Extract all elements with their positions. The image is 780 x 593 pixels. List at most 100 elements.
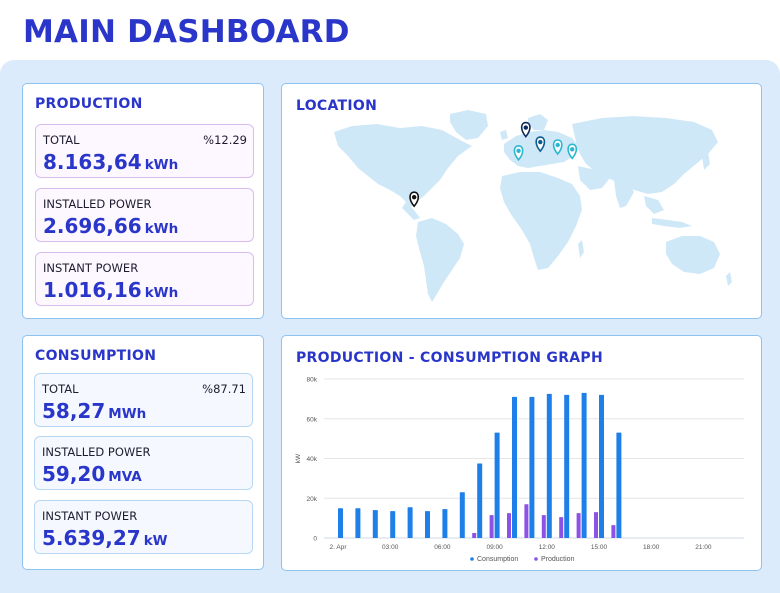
consumption-bar[interactable] [372,510,378,538]
legend-consumption-label[interactable]: Consumption [477,556,518,563]
consumption-bar[interactable] [338,508,343,538]
consumption-bar[interactable] [390,511,396,538]
y-tick-label: 20k [307,496,318,503]
production-instant-box: INSTANT POWER 1.016,16 kWh [35,252,254,306]
x-tick-label: 06:00 [434,544,451,551]
stat-value: 8.163,64 [43,150,142,174]
legend-production-swatch [534,557,538,561]
graph-card: PRODUCTION - CONSUMPTION GRAPH 0 20k 40k 60… [281,335,762,571]
production-consumption-chart[interactable]: 0 20k 40k 60k 80k kW 2. Apr 03:00 06:00 09:00 12:0… [282,336,761,570]
stat-value-wrap: 2.696,66 kWh [43,214,178,238]
production-bar[interactable] [541,515,546,538]
stat-value: 1.016,16 [43,278,142,302]
y-tick-label: 80k [307,377,318,384]
page-title: MAIN DASHBOARD [23,14,350,50]
production-bar[interactable] [472,533,477,538]
consumption-bar[interactable] [546,393,552,538]
consumption-title: CONSUMPTION [35,348,157,364]
consumption-bar[interactable] [494,432,500,538]
stat-value-wrap: 1.016,16 kWh [43,278,178,302]
uk [500,130,508,140]
stat-label: INSTANT POWER [43,261,139,275]
stat-label: INSTALLED POWER [43,197,152,211]
legend-production-label[interactable]: Production [541,556,575,563]
production-bar[interactable] [576,513,581,538]
stat-label: INSTALLED POWER [42,445,151,459]
madagascar [578,240,584,258]
consumption-bar[interactable] [459,492,465,538]
stat-percent: %87.71 [202,382,246,396]
x-tick-label: 18:00 [643,544,660,551]
continents [334,110,732,302]
production-bar[interactable] [524,504,529,538]
marker-teal-pin[interactable] [513,144,524,162]
stat-label: TOTAL [42,382,79,396]
y-tick-label: 0 [313,536,317,543]
stat-value: 2.696,66 [43,214,142,238]
consumption-bar[interactable] [581,392,587,538]
consumption-bar[interactable] [564,394,570,538]
stat-unit: kWh [144,221,179,237]
dashboard-area: PRODUCTION TOTAL %12.29 8.163,64 kWh INST… [0,60,780,593]
scandinavia [528,114,548,130]
stat-value-wrap: 59,20 MVA [42,462,142,486]
legend-consumption-swatch [470,557,474,561]
y-tick-label: 40k [307,456,318,463]
y-axis-label: kW [295,453,302,463]
production-bar[interactable] [507,513,511,538]
greenland [450,110,488,140]
marker-navy-pin[interactable] [520,121,531,138]
stat-unit: kWh [144,157,179,173]
x-tick-label: 12:00 [539,544,556,551]
consumption-bar[interactable] [529,396,535,538]
x-tick-label: 15:00 [591,544,608,551]
consumption-bar[interactable] [477,463,483,538]
x-tick-label: 21:00 [695,544,712,551]
stat-unit: MWh [108,406,147,422]
consumption-instant-box: INSTANT POWER 5.639,27 kW [34,500,253,554]
africa [500,172,582,270]
stat-unit: MVA [108,469,142,485]
australia [666,236,720,274]
marker-black-pin[interactable] [409,191,420,208]
south-america [416,218,464,302]
new-zealand [726,272,732,286]
stat-label: TOTAL [43,133,80,147]
consumption-bar[interactable] [512,396,517,538]
consumption-bar[interactable] [425,511,430,538]
production-bar[interactable] [594,512,598,538]
production-installed-box: INSTALLED POWER 2.696,66 kWh [35,188,254,242]
stat-percent: %12.29 [203,133,247,147]
consumption-card: CONSUMPTION TOTAL %87.71 58,27 MWh INSTAL… [22,335,264,570]
production-card: PRODUCTION TOTAL %12.29 8.163,64 kWh INST… [22,83,264,319]
stat-value-wrap: 5.639,27 kW [42,526,168,550]
y-tick-label: 60k [307,416,318,423]
middle-east [578,166,610,190]
consumption-bar[interactable] [616,432,622,538]
production-bar[interactable] [559,517,564,538]
southeast-asia [644,196,664,214]
marker-teal-pin[interactable] [567,143,578,160]
stat-value-wrap: 8.163,64 kWh [43,150,178,174]
production-bar[interactable] [611,525,616,538]
marker-teal-pin[interactable] [552,139,563,156]
stat-value: 5.639,27 [42,526,141,550]
graph-title: PRODUCTION - CONSUMPTION GRAPH [296,350,604,366]
consumption-bar[interactable] [599,394,604,538]
consumption-installed-box: INSTALLED POWER 59,20 MVA [34,436,253,490]
stat-value: 59,20 [42,462,106,486]
consumption-bar[interactable] [442,509,448,538]
production-bar[interactable] [489,515,494,538]
stat-value: 58,27 [42,399,106,423]
x-tick-label: 2. Apr [330,544,348,551]
consumption-bar[interactable] [355,508,361,538]
marker-dark-teal-pin[interactable] [535,136,546,153]
world-map[interactable] [282,84,761,318]
location-card: LOCATION [281,83,762,319]
production-total-box: TOTAL %12.29 8.163,64 kWh [35,124,254,178]
consumption-bar[interactable] [407,507,413,538]
north-america [334,124,472,208]
stat-label: INSTANT POWER [42,509,138,523]
consumption-total-box: TOTAL %87.71 58,27 MWh [34,373,253,427]
india [614,180,634,208]
